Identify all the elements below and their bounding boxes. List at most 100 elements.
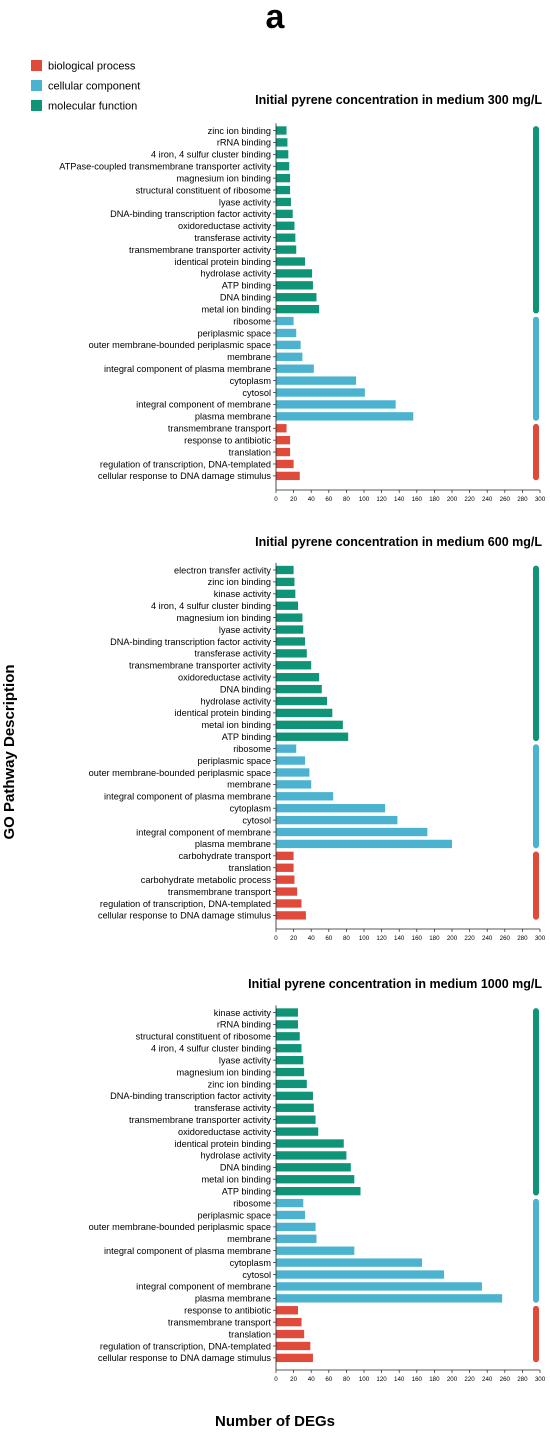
- x-tick-label: 300: [535, 496, 546, 503]
- category-label: cellular response to DNA damage stimulus: [98, 1353, 272, 1363]
- x-tick-label: 100: [359, 496, 370, 503]
- x-tick-label: 80: [343, 496, 350, 503]
- bar: [276, 447, 291, 457]
- category-label: membrane: [227, 1234, 271, 1244]
- group-indicator-bar: [533, 1198, 539, 1303]
- x-tick-label: 120: [376, 935, 387, 942]
- bar: [276, 1198, 304, 1208]
- x-tick-label: 160: [412, 1376, 423, 1383]
- chart-title: Initial pyrene concentration in medium 3…: [255, 93, 542, 107]
- bar: [276, 471, 300, 481]
- category-label: structural constituent of ribosome: [136, 185, 271, 195]
- category-label: plasma membrane: [195, 1294, 271, 1304]
- bar: [276, 601, 298, 610]
- bar: [276, 887, 298, 896]
- category-label: transferase activity: [194, 1103, 271, 1113]
- category-label: identical protein binding: [174, 1139, 271, 1149]
- bar: [276, 435, 291, 445]
- x-tick-label: 20: [290, 935, 297, 942]
- bar: [276, 911, 306, 920]
- bar: [276, 388, 365, 397]
- x-tick-label: 80: [343, 935, 350, 942]
- category-label: regulation of transcription, DNA-templat…: [100, 899, 271, 909]
- x-tick-label: 0: [274, 1376, 278, 1383]
- bar: [276, 257, 306, 266]
- category-label: response to antibiotic: [184, 1306, 271, 1316]
- category-label: carbohydrate transport: [179, 851, 272, 861]
- category-label: DNA binding: [220, 1163, 271, 1173]
- bar: [276, 1234, 317, 1243]
- bar: [276, 1115, 316, 1124]
- bar: [276, 1294, 503, 1303]
- category-label: DNA-binding transcription factor activit…: [110, 1091, 271, 1101]
- group-indicator-bar: [533, 1008, 539, 1196]
- category-label: regulation of transcription, DNA-templat…: [100, 459, 271, 469]
- category-label: transmembrane transport: [168, 424, 272, 434]
- chart-title: Initial pyrene concentration in medium 6…: [255, 535, 542, 549]
- bar: [276, 1044, 302, 1053]
- category-label: metal ion binding: [202, 304, 271, 314]
- bar: [276, 126, 287, 135]
- bar: [276, 577, 295, 587]
- bar: [276, 400, 396, 409]
- bar: [276, 1139, 344, 1148]
- bar: [276, 1353, 313, 1363]
- bar: [276, 245, 297, 254]
- x-tick-label: 180: [429, 935, 440, 942]
- category-label: identical protein binding: [174, 708, 271, 718]
- category-label: oxidoreductase activity: [178, 1127, 271, 1137]
- bar: [276, 150, 289, 159]
- category-label: membrane: [227, 352, 271, 362]
- bar: [276, 1151, 347, 1160]
- category-label: cytosol: [242, 1270, 271, 1280]
- category-label: 4 iron, 4 sulfur cluster binding: [151, 601, 271, 611]
- category-label: integral component of plasma membrane: [104, 792, 271, 802]
- category-label: hydrolase activity: [201, 696, 272, 706]
- category-label: transmembrane transport: [168, 887, 272, 897]
- bar: [276, 827, 428, 837]
- category-label: 4 iron, 4 sulfur cluster binding: [151, 1044, 271, 1054]
- bar: [276, 780, 312, 789]
- category-label: DNA binding: [220, 293, 271, 303]
- bar: [276, 732, 349, 741]
- bar: [276, 804, 386, 813]
- category-label: ribosome: [233, 316, 271, 326]
- bar: [276, 1306, 298, 1315]
- bar: [276, 1079, 307, 1089]
- x-tick-label: 120: [376, 1376, 387, 1383]
- x-tick-label: 220: [464, 496, 475, 503]
- category-label: carbohydrate metabolic process: [141, 875, 272, 885]
- category-label: DNA-binding transcription factor activit…: [110, 637, 271, 647]
- category-label: cellular response to DNA damage stimulus: [98, 471, 272, 481]
- bar: [276, 316, 294, 326]
- x-tick-label: 140: [394, 496, 405, 503]
- bar: [276, 684, 322, 694]
- category-label: kinase activity: [214, 1008, 272, 1018]
- bar: [276, 649, 307, 658]
- bar: [276, 221, 295, 230]
- bar: [276, 720, 343, 729]
- bar: [276, 1008, 298, 1017]
- category-label: 4 iron, 4 sulfur cluster binding: [151, 150, 271, 160]
- category-label: plasma membrane: [195, 839, 271, 849]
- bar: [276, 613, 303, 622]
- category-label: integral component of membrane: [136, 1282, 271, 1292]
- category-label: outer membrane-bounded periplasmic space: [89, 768, 271, 778]
- x-tick-label: 160: [412, 935, 423, 942]
- category-label: zinc ion binding: [208, 577, 271, 587]
- bar: [276, 376, 357, 385]
- group-indicator-bar: [533, 126, 539, 314]
- category-label: integral component of plasma membrane: [104, 1246, 271, 1256]
- x-tick-label: 40: [308, 935, 315, 942]
- category-label: periplasmic space: [197, 328, 271, 338]
- x-tick-label: 0: [274, 496, 278, 503]
- group-indicator-bar: [533, 1305, 539, 1363]
- x-tick-label: 60: [325, 496, 332, 503]
- bar: [276, 1282, 482, 1291]
- x-tick-label: 280: [517, 496, 528, 503]
- x-tick-label: 100: [359, 1376, 370, 1383]
- bar: [276, 637, 306, 646]
- category-label: transmembrane transporter activity: [129, 1115, 271, 1125]
- panel-label: a: [266, 0, 286, 36]
- category-label: cytosol: [242, 388, 271, 398]
